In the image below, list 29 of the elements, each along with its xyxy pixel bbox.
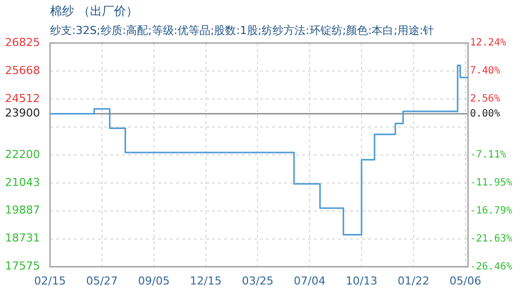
chart-title: 棉纱 （出厂价） <box>50 3 138 20</box>
y2-tick-label: 2.56% <box>470 94 500 105</box>
y2-tick-label: -7.11% <box>470 149 506 160</box>
y2-tick-label: 0.00% <box>470 108 500 120</box>
x-tick-label: 09/05 <box>138 274 170 288</box>
y-tick-label: 26825 <box>5 36 40 49</box>
x-tick-label: 01/22 <box>398 274 430 288</box>
chart-subtitle: 纱支:32S;纱质:高配;等级:优等品;股数:1股;纺纱方法:环锭纺;颜色:本白;用途:针 <box>50 23 434 38</box>
x-tick-label: 02/15 <box>34 274 66 288</box>
y2-tick-label: 7.40% <box>470 66 500 77</box>
x-tick-label: 05/06 <box>450 274 482 288</box>
x-tick-label: 03/25 <box>242 274 274 288</box>
y-tick-label: 25668 <box>5 64 40 77</box>
x-tick-label: 05/27 <box>86 274 118 288</box>
y-tick-label: 22200 <box>5 148 40 161</box>
y2-tick-label: -26.46% <box>470 261 512 272</box>
y2-tick-label: -21.63% <box>470 233 512 244</box>
y2-tick-label: 12.24% <box>470 38 506 49</box>
y2-tick-label: -16.79% <box>470 205 512 216</box>
y2-tick-label: -11.95% <box>470 177 512 188</box>
y-tick-label: 19887 <box>5 204 40 217</box>
x-tick-label: 12/15 <box>190 274 222 288</box>
y-tick-label: 21043 <box>5 176 40 189</box>
x-tick-label: 10/13 <box>346 274 378 288</box>
y-tick-label: 23900 <box>5 106 40 120</box>
x-tick-label: 07/04 <box>294 274 326 288</box>
y-tick-label: 18731 <box>5 232 40 245</box>
y-tick-label: 17575 <box>5 260 40 273</box>
y-tick-label: 24512 <box>5 92 40 105</box>
